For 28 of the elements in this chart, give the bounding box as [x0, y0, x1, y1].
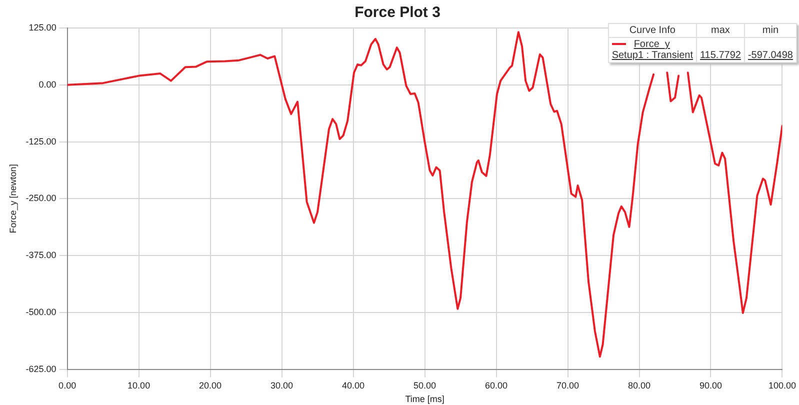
annotation: Setup1 : Transient: [612, 50, 693, 61]
y-tick-label: -375.00: [26, 250, 56, 260]
annotation: min: [744, 24, 796, 38]
x-tick-label: 30.00: [270, 380, 294, 390]
y-axis-title: Force_y [newton]: [8, 164, 18, 234]
x-tick-label: 40.00: [342, 380, 365, 390]
y-tick-label: -500.00: [26, 306, 56, 317]
x-tick-label: 60.00: [485, 380, 508, 390]
x-tick-label: 0.00: [58, 380, 76, 390]
legend-label: Force_y: [634, 39, 670, 50]
y-tick-label: 125.00: [28, 22, 56, 32]
y-tick-label: 0.00: [38, 79, 56, 90]
x-tick-label: 10.00: [128, 380, 150, 390]
x-axis-title: Time [ms]: [405, 394, 444, 404]
x-tick-label: 20.00: [199, 380, 222, 390]
annotation: -597.0498: [748, 50, 793, 61]
annotation: Curve Info: [608, 24, 696, 38]
x-tick-label: 50.00: [414, 380, 436, 390]
y-tick-label: -125.00: [26, 136, 56, 146]
annotation: max: [696, 24, 744, 38]
y-tick-label: -250.00: [26, 193, 56, 204]
y-tick-label: -625.00: [26, 364, 56, 374]
annotation: 115.7792: [700, 50, 741, 61]
x-tick-label: 100.00: [768, 380, 796, 390]
x-tick-label: 70.00: [556, 380, 580, 390]
x-tick-label: 80.00: [628, 380, 651, 390]
chart-title: Force Plot 3: [354, 4, 440, 22]
x-tick-label: 90.00: [699, 380, 722, 390]
